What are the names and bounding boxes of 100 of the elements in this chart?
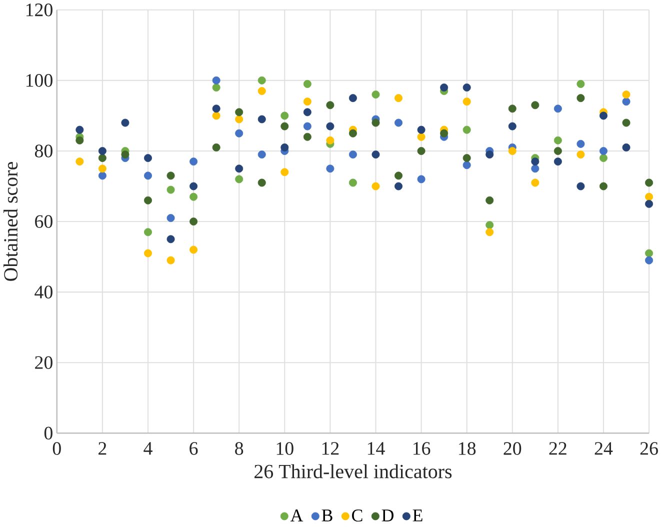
legend-label: A bbox=[290, 509, 304, 522]
point bbox=[531, 164, 540, 173]
x-tick-label: 22 bbox=[549, 442, 566, 455]
point bbox=[348, 178, 357, 187]
point bbox=[98, 154, 106, 162]
point bbox=[554, 158, 562, 166]
point bbox=[144, 228, 152, 236]
point bbox=[599, 182, 608, 190]
point bbox=[166, 214, 175, 222]
point bbox=[326, 122, 334, 130]
point bbox=[258, 76, 266, 84]
x-tick-label: 14 bbox=[368, 442, 385, 455]
point bbox=[121, 118, 130, 127]
point bbox=[258, 86, 266, 95]
point bbox=[212, 76, 220, 84]
point bbox=[303, 98, 312, 106]
x-tick-label: 0 bbox=[52, 442, 61, 455]
point bbox=[303, 122, 312, 130]
point bbox=[212, 143, 220, 152]
point bbox=[235, 164, 244, 173]
x-tick-label: 18 bbox=[459, 442, 476, 455]
x-tick-label: 16 bbox=[413, 442, 430, 455]
point bbox=[462, 154, 471, 162]
point bbox=[235, 129, 244, 138]
point bbox=[303, 108, 312, 116]
legend-label: E bbox=[412, 510, 422, 522]
point bbox=[166, 172, 175, 180]
point bbox=[258, 115, 266, 124]
point bbox=[166, 256, 175, 264]
y-tick-label: 60 bbox=[35, 215, 52, 228]
point bbox=[348, 150, 357, 158]
y-tick-label: 120 bbox=[26, 3, 52, 16]
point bbox=[440, 83, 448, 92]
point bbox=[462, 126, 471, 134]
point bbox=[76, 158, 84, 166]
point bbox=[372, 150, 380, 158]
point bbox=[622, 143, 630, 152]
x-tick-label: 20 bbox=[504, 442, 522, 455]
point bbox=[394, 118, 403, 127]
y-tick-label: 0 bbox=[44, 426, 52, 440]
point bbox=[144, 154, 152, 162]
point bbox=[462, 83, 471, 92]
legend-label: C bbox=[352, 509, 362, 522]
point bbox=[235, 175, 244, 184]
point bbox=[326, 164, 334, 173]
point bbox=[554, 104, 562, 113]
point bbox=[417, 126, 426, 134]
point bbox=[303, 132, 312, 141]
point bbox=[576, 140, 585, 148]
point bbox=[645, 249, 654, 258]
point bbox=[280, 168, 289, 176]
point bbox=[348, 129, 357, 138]
point bbox=[348, 94, 357, 102]
point bbox=[190, 192, 198, 201]
legend-label: D bbox=[382, 510, 394, 522]
x-tick-label: 8 bbox=[235, 442, 244, 455]
point bbox=[599, 112, 608, 120]
point bbox=[372, 90, 380, 98]
point bbox=[508, 104, 516, 113]
point bbox=[508, 122, 516, 130]
point bbox=[76, 136, 84, 144]
point bbox=[599, 146, 608, 155]
point bbox=[212, 83, 220, 92]
point bbox=[622, 118, 630, 127]
point bbox=[417, 146, 426, 155]
point bbox=[258, 150, 266, 158]
point bbox=[144, 196, 152, 204]
y-tick-label: 100 bbox=[26, 74, 52, 87]
point bbox=[486, 150, 494, 158]
point bbox=[576, 182, 585, 190]
point bbox=[531, 101, 540, 110]
point bbox=[166, 235, 175, 244]
point bbox=[280, 112, 289, 120]
x-tick-label: 12 bbox=[322, 442, 339, 455]
point bbox=[462, 161, 471, 170]
point bbox=[303, 80, 312, 88]
point bbox=[508, 146, 516, 155]
point bbox=[599, 154, 608, 162]
point bbox=[645, 200, 654, 208]
point bbox=[258, 178, 266, 187]
point bbox=[645, 192, 654, 201]
point bbox=[440, 129, 448, 138]
x-tick-label: 6 bbox=[190, 442, 198, 455]
point bbox=[212, 112, 220, 120]
point bbox=[394, 182, 403, 190]
point bbox=[576, 80, 585, 88]
point bbox=[280, 143, 289, 152]
point bbox=[166, 186, 175, 194]
point bbox=[190, 158, 198, 166]
point bbox=[98, 164, 106, 173]
point bbox=[622, 90, 630, 98]
point bbox=[417, 132, 426, 141]
point bbox=[394, 94, 403, 102]
point bbox=[144, 249, 152, 258]
x-axis-title: 26 Third-level indicators bbox=[254, 464, 452, 478]
point bbox=[645, 256, 654, 264]
y-tick-label: 80 bbox=[34, 144, 52, 158]
point bbox=[486, 228, 494, 236]
point bbox=[645, 178, 654, 187]
point bbox=[235, 108, 244, 116]
